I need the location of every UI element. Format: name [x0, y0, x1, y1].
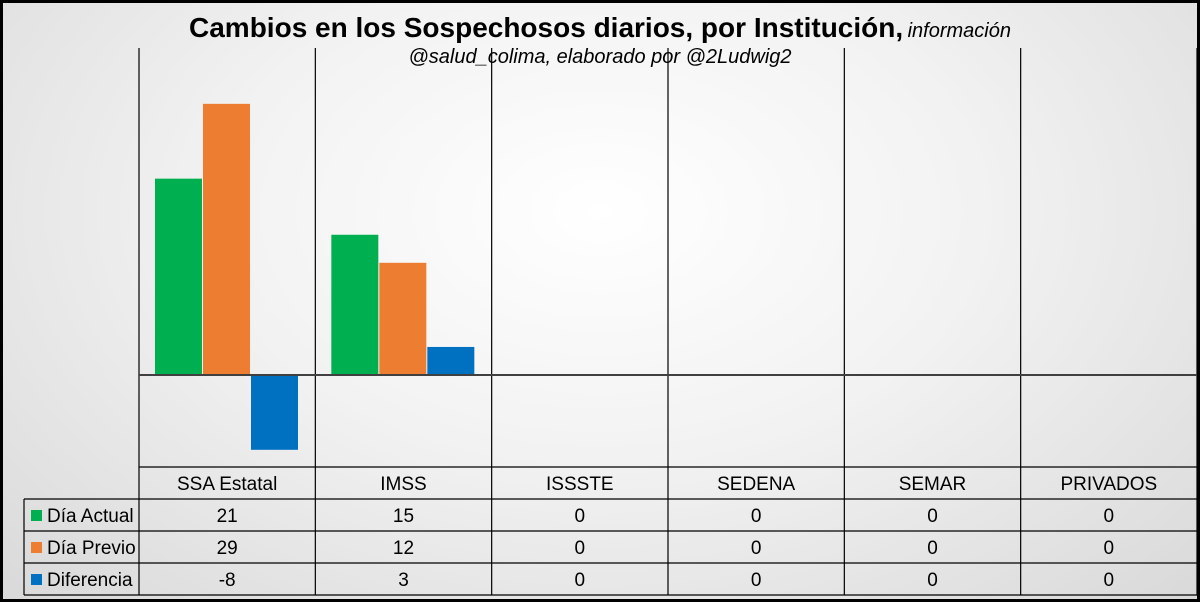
data-table-value: 0 [575, 506, 586, 527]
bar-d-a-previo-1 [379, 262, 427, 375]
bar-d-a-actual-1 [331, 234, 379, 375]
data-table-value: 0 [927, 570, 938, 591]
data-table-value: 0 [575, 570, 586, 591]
data-table-value: 0 [575, 538, 586, 559]
chart-title-info: información [907, 20, 1011, 42]
data-table-value: 0 [927, 506, 938, 527]
data-table-value: 0 [751, 570, 762, 591]
legend-label: Día Actual [47, 506, 134, 527]
legend-key-0 [31, 510, 42, 521]
data-table-value: -8 [219, 570, 236, 591]
bar-diferencia-0 [251, 375, 298, 450]
category-label: SEDENA [717, 474, 795, 495]
legend-label: Día Previo [47, 538, 136, 559]
category-label: IMSS [380, 474, 426, 495]
chart-title-main: Cambios en los Sospechosos diarios, por … [189, 12, 904, 43]
data-table-value: 0 [1104, 570, 1115, 591]
data-table-value: 0 [751, 538, 762, 559]
category-label: ISSSTE [546, 474, 614, 495]
category-label: PRIVADOS [1060, 474, 1157, 495]
chart-subtitle: @salud_colima, elaborado por @2Ludwig2 [408, 46, 792, 68]
category-label: SSA Estatal [177, 474, 277, 495]
bar-d-a-actual-0 [155, 178, 202, 375]
data-table-value: 0 [927, 538, 938, 559]
data-table-value: 0 [751, 506, 762, 527]
data-table-value: 29 [217, 538, 238, 559]
data-table-value: 0 [1104, 506, 1115, 527]
data-table-value: 15 [393, 506, 414, 527]
data-table-value: 3 [398, 570, 409, 591]
category-label: SEMAR [899, 474, 967, 495]
bar-diferencia-1 [427, 346, 475, 375]
data-table-value: 21 [217, 506, 238, 527]
legend-key-1 [31, 542, 42, 553]
legend-label: Diferencia [47, 570, 133, 591]
data-table-value: 0 [1104, 538, 1115, 559]
legend-key-2 [31, 574, 42, 585]
bar-d-a-previo-0 [203, 103, 250, 375]
chart-title: Cambios en los Sospechosos diarios, por … [0, 12, 1200, 44]
data-table-value: 12 [393, 538, 414, 559]
